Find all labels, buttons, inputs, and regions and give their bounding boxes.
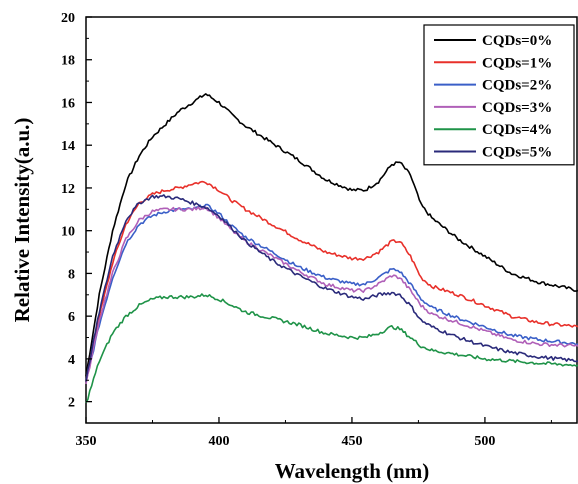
y-tick-label: 12 <box>61 182 75 197</box>
y-tick-label: 4 <box>68 353 75 368</box>
y-axis: 2 4 6 8 10 12 14 16 18 20 <box>61 11 92 411</box>
series-layer <box>85 93 578 404</box>
series-line <box>85 293 578 404</box>
legend: CQDs=0% CQDs=1% CQDs=2% CQDs=3% CQDs=4% CQDs=… <box>423 24 575 166</box>
y-tick-label: 18 <box>61 54 75 69</box>
y-tick-label: 10 <box>61 225 75 240</box>
x-axis-title: Wavelength (nm) <box>275 459 430 483</box>
legend-label: CQDs=1% <box>482 55 552 71</box>
series-line <box>85 93 578 377</box>
x-tick-label: 350 <box>76 434 97 449</box>
y-tick-label: 20 <box>61 11 75 26</box>
x-tick-label: 400 <box>208 434 229 449</box>
x-tick-label: 450 <box>341 434 362 449</box>
y-tick-label: 2 <box>68 396 75 411</box>
legend-label: CQDs=2% <box>482 78 552 94</box>
legend-label: CQDs=4% <box>482 122 552 138</box>
x-axis: 350 400 450 500 <box>76 417 552 449</box>
series-line <box>85 180 578 382</box>
legend-label: CQDs=3% <box>482 100 552 116</box>
legend-label: CQDs=5% <box>482 145 552 161</box>
y-tick-label: 14 <box>61 139 75 154</box>
series-line <box>85 203 578 382</box>
x-tick-label: 500 <box>474 434 495 449</box>
plot-area <box>85 16 578 424</box>
series-line <box>85 206 578 385</box>
y-tick-label: 8 <box>68 267 75 282</box>
series-line <box>85 194 578 382</box>
legend-label: CQDs=0% <box>482 33 552 49</box>
y-tick-label: 16 <box>61 96 75 111</box>
plot-frame <box>85 16 578 424</box>
y-axis-title: Relative Intensity(a.u.) <box>10 118 34 323</box>
y-tick-label: 6 <box>68 310 75 325</box>
legend-box <box>423 24 575 166</box>
